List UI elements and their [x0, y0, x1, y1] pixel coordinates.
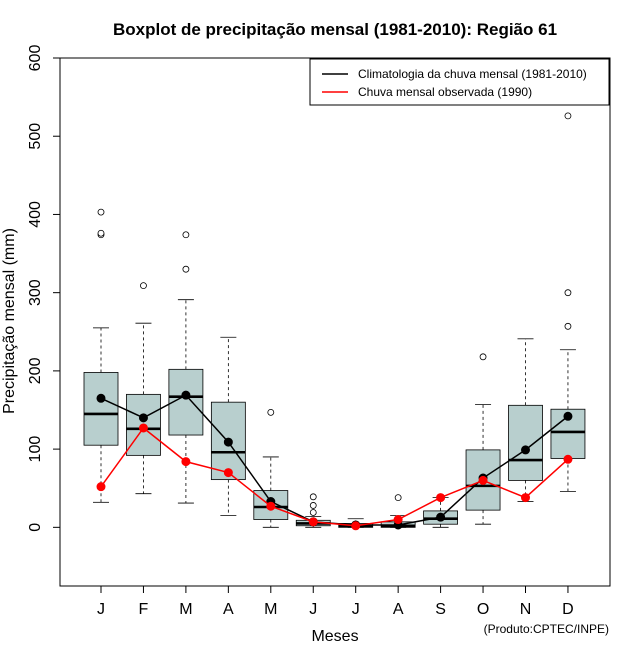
outlier-point [140, 282, 147, 290]
x-axis-label: Meses [311, 628, 358, 645]
observed-point [351, 521, 361, 531]
x-tick-label: A [393, 601, 404, 618]
y-tick-label: 200 [27, 357, 44, 384]
legend-label: Climatologia da chuva mensal (1981-2010) [358, 67, 587, 81]
outlier-point [564, 112, 572, 120]
box [508, 404, 543, 481]
x-tick-label: O [477, 601, 489, 618]
outlier-point [182, 265, 190, 273]
climatology-point [563, 411, 573, 421]
box [83, 372, 119, 446]
outlier-point [564, 322, 572, 330]
observed-point [563, 454, 573, 464]
outlier-point [267, 408, 275, 416]
x-tick-label: N [520, 601, 532, 618]
y-tick-label: 600 [27, 45, 44, 72]
x-tick-label: J [97, 601, 105, 618]
y-tick-label: 300 [27, 279, 44, 306]
outlier-point [309, 502, 317, 509]
chart-title: Boxplot de precipitação mensal (1981-201… [113, 20, 557, 39]
climatology-point [96, 393, 106, 403]
x-tick-label: J [352, 601, 360, 618]
legend-box [309, 58, 610, 106]
observed-point [266, 501, 276, 511]
y-axis-label: Precipitação mensal (mm) [1, 228, 18, 414]
x-tick-label: A [223, 601, 234, 618]
y-tick-label: 500 [27, 123, 44, 150]
y-tick-label: 400 [27, 201, 44, 228]
box [168, 368, 204, 436]
x-tick-label: S [435, 601, 446, 618]
outlier-point [309, 509, 317, 516]
outlier-point [564, 289, 572, 297]
x-tick-label: F [139, 601, 149, 618]
x-tick-label: M [179, 601, 192, 618]
outlier-point [394, 494, 402, 502]
outlier-point [479, 353, 487, 361]
outlier-point [309, 493, 317, 501]
observed-point [521, 493, 530, 503]
observed-point [138, 423, 148, 433]
observed-point [96, 482, 106, 492]
legend-label: Chuva mensal observada (1990) [358, 85, 532, 99]
observed-point [478, 475, 488, 485]
x-tick-label: M [264, 601, 277, 618]
y-tick-label: 100 [27, 436, 44, 463]
observed-line [100, 426, 569, 527]
plot-frame [59, 57, 611, 587]
climatology-point [436, 512, 446, 522]
outlier-point [97, 229, 105, 237]
y-tick-label: 0 [27, 523, 44, 532]
observed-point [436, 493, 446, 503]
climatology-point [521, 445, 530, 455]
x-tick-label: D [562, 601, 574, 618]
plot-area: 0 100 200 300 400 500 600 J F M A M J J A S O N D Climatolo… [27, 45, 611, 618]
credit-text: (Produto:CPTEC/INPE) [484, 622, 609, 636]
observed-point [393, 515, 403, 525]
climatology-point [138, 413, 148, 423]
x-tick-label: J [309, 601, 317, 618]
outlier-point [97, 208, 105, 216]
climatology-point [223, 437, 233, 447]
observed-point [308, 517, 318, 527]
climatology-point [181, 390, 191, 400]
observed-point [223, 468, 233, 478]
observed-point [181, 457, 191, 467]
outlier-point [182, 231, 190, 239]
